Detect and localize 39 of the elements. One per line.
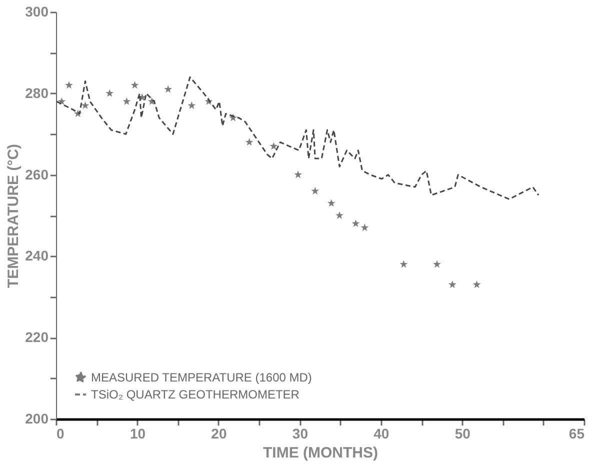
legend-label: TSiO₂ QUARTZ GEOTHERMOMETER xyxy=(91,388,300,402)
point xyxy=(336,211,344,219)
point xyxy=(448,280,456,288)
point xyxy=(122,97,131,105)
y-axis-title: TEMPERATURE (°C) xyxy=(5,144,22,288)
point xyxy=(360,224,369,232)
y-tick-label: 260 xyxy=(25,166,49,182)
point xyxy=(472,280,481,288)
point xyxy=(400,260,408,268)
x-tick-label: 20 xyxy=(211,426,227,442)
y-tick-label: 300 xyxy=(25,4,49,20)
point xyxy=(294,170,302,178)
y-tick-label: 280 xyxy=(25,84,49,101)
point xyxy=(81,101,90,109)
x-tick-label: 0 xyxy=(56,426,64,442)
point xyxy=(270,142,278,150)
point xyxy=(164,85,172,93)
point xyxy=(245,138,254,146)
y-tick-label: 200 xyxy=(25,410,49,426)
point xyxy=(188,101,196,109)
y-tick-label: 220 xyxy=(25,329,49,346)
point xyxy=(327,199,336,207)
x-axis-title: TIME (MONTHS) xyxy=(263,444,378,462)
point xyxy=(433,260,441,268)
point xyxy=(352,219,360,228)
point xyxy=(148,97,156,105)
x-tick-label: 65 xyxy=(568,426,585,442)
legend-label: MEASURED TEMPERATURE (1600 MD) xyxy=(91,370,312,384)
point xyxy=(311,186,320,194)
x-tick-label: 40 xyxy=(374,426,390,442)
x-tick-label: 30 xyxy=(292,426,308,442)
point xyxy=(65,81,73,89)
line-series xyxy=(56,76,540,200)
point xyxy=(106,89,114,97)
y-tick-label: 240 xyxy=(25,248,49,264)
x-tick-label: 10 xyxy=(130,426,146,442)
point xyxy=(130,81,139,89)
point xyxy=(58,97,66,105)
x-tick-label: 50 xyxy=(454,426,471,442)
